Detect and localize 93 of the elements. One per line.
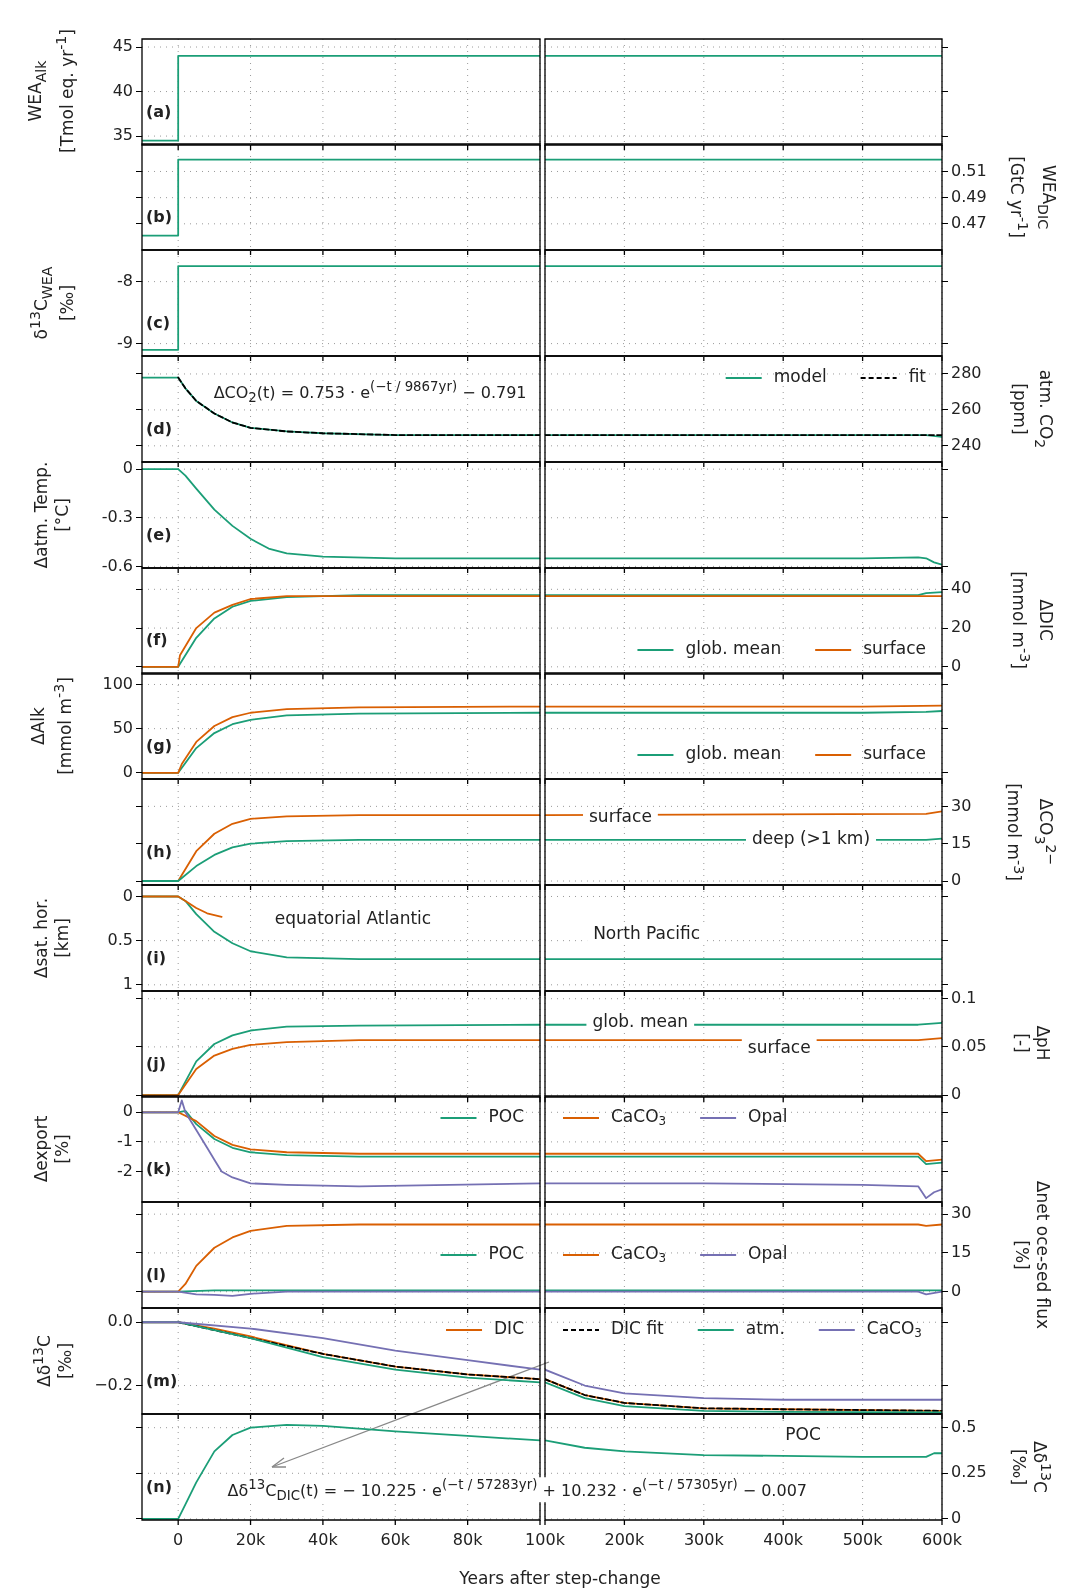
series-label: glob. mean (592, 1010, 689, 1031)
y2-tick-label: 0 (951, 1507, 962, 1527)
annotation: (k) (144, 1158, 173, 1178)
legend-label: POC (488, 1243, 525, 1264)
annotation: (j) (144, 1053, 168, 1073)
legend-label: glob. mean (685, 637, 782, 658)
legend-label: surface (863, 637, 927, 658)
annotation: (i) (144, 947, 168, 967)
text: equatorial Atlantic (274, 908, 432, 929)
x-tick-label: 60k (380, 1529, 411, 1549)
series-label: surface (589, 805, 652, 826)
annotation: (h) (144, 841, 173, 861)
y2-tick-label: 40 (951, 577, 972, 597)
y2-tick-label: 0.5 (951, 1416, 977, 1436)
y2-tick-label: 0.47 (951, 213, 987, 233)
series-label: deep (>1 km) (751, 827, 871, 848)
legend-label: fit (908, 366, 927, 387)
annotation: (e) (144, 524, 173, 544)
legend-label: POC (488, 1106, 525, 1127)
y2-tick-label: 0.25 (951, 1462, 987, 1482)
y2-tick-label: 15 (951, 832, 972, 852)
x-tick-label: 300k (683, 1529, 725, 1549)
text: Δδ$^{13}$C$_{DIC}$(t) = − 10.225 · e$^{(−t / 57283yr)}$ + 10.232 · e$^{(−t / 57305yr)}$ − 0.007 (227, 1477, 807, 1503)
annotation: (a) (144, 101, 173, 121)
y2-tick-label: 0.51 (951, 161, 987, 181)
annotation: (n) (144, 1476, 173, 1496)
y-tick-label: 45 (112, 35, 133, 55)
y-tick-label: −0.2 (94, 1374, 133, 1394)
legend-label: DIC fit (611, 1318, 665, 1339)
y-axis-title: Δatm. Temp. [°C] (31, 461, 73, 568)
x-tick-label: 500k (842, 1529, 884, 1549)
y-tick-label: 35 (112, 124, 133, 144)
y-tick-label: 0 (122, 458, 133, 478)
y-tick-label: -8 (117, 270, 133, 290)
y2-tick-label: 0 (951, 655, 962, 675)
y-tick-label: -9 (117, 332, 133, 352)
y-axis-title: Δsat. hor. [km] (31, 897, 73, 978)
y-tick-label: 0 (122, 1101, 133, 1121)
x-tick-label: 40k (308, 1529, 339, 1549)
legend-label: model (773, 366, 827, 387)
legend-label: DIC (494, 1318, 525, 1339)
y2-tick-label: 280 (951, 363, 982, 383)
annotation: (c) (144, 312, 172, 332)
annotation: (m) (144, 1370, 179, 1390)
annotation: (l) (144, 1264, 168, 1284)
x-tick-label: 100k (525, 1529, 566, 1549)
x-tick-label: 0 (173, 1529, 184, 1549)
y2-tick-label: 0.1 (951, 987, 977, 1007)
y-axis-title: Δexport [%] (31, 1115, 73, 1183)
x-tick-label: 400k (763, 1529, 804, 1549)
y2-tick-label: 15 (951, 1242, 972, 1262)
legend-label: glob. mean (685, 743, 782, 764)
y-tick-label: 100 (102, 673, 133, 693)
y2-axis-title: Δnet oce-sed flux [%] (1011, 1180, 1053, 1330)
y2-tick-label: 0 (951, 1281, 962, 1301)
y2-tick-label: 30 (951, 795, 972, 815)
y2-tick-label: 20 (951, 616, 972, 636)
y-tick-label: 1 (122, 973, 133, 993)
y2-tick-label: 0 (951, 1083, 962, 1103)
y2-tick-label: 240 (951, 434, 982, 454)
y-tick-label: -0.6 (101, 555, 133, 575)
annotation: (b) (144, 206, 174, 226)
y-tick-label: 0.0 (107, 1311, 133, 1331)
y-tick-label: 0 (122, 885, 133, 905)
y-tick-label: -2 (117, 1161, 133, 1181)
y2-tick-label: 260 (951, 398, 982, 418)
y2-tick-label: 0.05 (951, 1035, 987, 1055)
y-tick-label: 50 (112, 718, 133, 738)
legend-label: surface (863, 743, 927, 764)
x-tick-label: 600k (922, 1529, 963, 1549)
y2-tick-label: 30 (951, 1203, 972, 1223)
y-tick-label: -0.3 (101, 506, 133, 526)
x-tick-label: 200k (604, 1529, 646, 1549)
annotation: (d) (144, 418, 174, 438)
annotation: ΔCO$_{2}$(t) = 0.753 · e$^{(−t / 9867yr)}$ − 0.791 (213, 379, 527, 405)
legend-label: atm. (745, 1318, 785, 1339)
y-tick-label: -1 (117, 1131, 133, 1151)
series-label: POC (785, 1423, 821, 1444)
annotation: (g) (144, 735, 174, 755)
legend-label: Opal (748, 1106, 788, 1127)
x-axis-title: Years after step-change (459, 1567, 661, 1588)
y-tick-label: 0.5 (107, 929, 133, 949)
series-label: surface (747, 1036, 811, 1057)
y2-axis-title: ΔpH [-] (1011, 1025, 1053, 1062)
legend-label: Opal (748, 1243, 788, 1264)
annotation: (f) (144, 629, 169, 649)
y-tick-label: 0 (122, 762, 133, 782)
x-tick-label: 20k (235, 1529, 267, 1549)
y2-tick-label: 0.49 (951, 187, 987, 207)
y-tick-label: 40 (112, 80, 133, 100)
series-label: North Pacific (593, 923, 701, 944)
x-tick-label: 80k (452, 1529, 484, 1549)
y2-tick-label: 0 (951, 870, 962, 890)
